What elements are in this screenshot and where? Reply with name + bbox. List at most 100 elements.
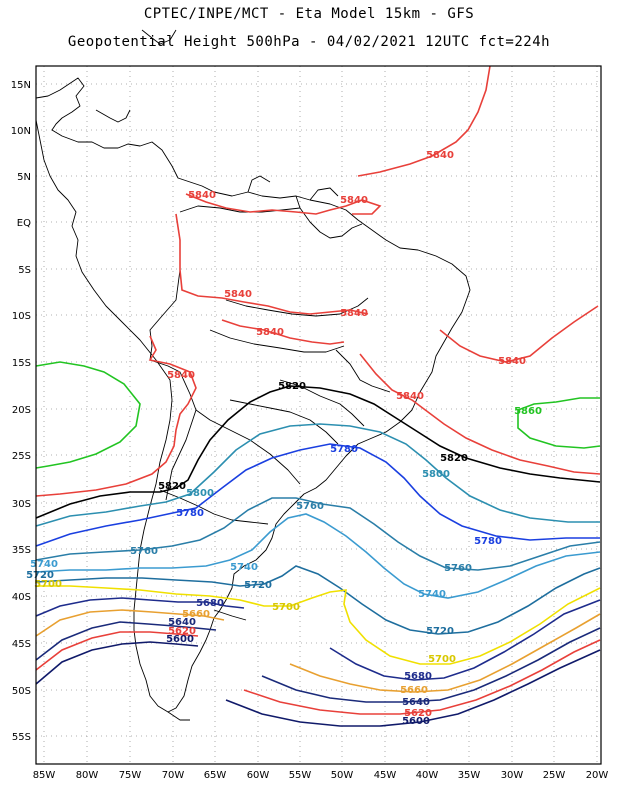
lon-label: 75W	[119, 770, 142, 781]
contour-label-5840: 5840	[498, 356, 526, 367]
contour-label-5840: 5840	[224, 289, 252, 300]
contour-5640	[35, 621, 217, 661]
contour-5800	[35, 423, 600, 527]
contour-label-5700: 5700	[34, 579, 62, 590]
contour-label-5700: 5700	[272, 602, 300, 613]
lon-label: 55W	[289, 770, 312, 781]
latitude-labels: 15N 10N 5N EQ 5S 10S 15S 20S 25S 30S 35S 40S 45S 50S 5…	[11, 80, 31, 743]
lat-label: 10S	[12, 311, 31, 322]
contour-5640-east	[261, 627, 601, 703]
contour-label-5820: 5820	[278, 381, 306, 392]
map-frame	[35, 65, 602, 765]
contour-label-5820: 5820	[158, 481, 186, 492]
contour-label-5860: 5860	[514, 406, 542, 417]
contour-label-5760: 5760	[444, 563, 472, 574]
lon-label: 25W	[543, 770, 566, 781]
contour-label-5840: 5840	[256, 327, 284, 338]
map-title-line-2: Geopotential Height 500hPa - 04/02/2021 …	[67, 34, 551, 50]
contour-label-5840: 5840	[167, 370, 195, 381]
contour-5660-east	[289, 613, 601, 693]
contour-label-5680: 5680	[196, 598, 224, 609]
lon-label: 35W	[458, 770, 481, 781]
contour-label-5840: 5840	[188, 190, 216, 201]
lat-label: 25S	[12, 451, 31, 462]
contour-5680	[35, 597, 245, 617]
contour-label-5740: 5740	[230, 562, 258, 573]
contour-5720	[35, 565, 601, 635]
lat-label: 30S	[12, 499, 31, 510]
lat-label: 15N	[11, 80, 31, 91]
lon-label: 50W	[331, 770, 354, 781]
contour-5840-bolivia	[35, 335, 197, 497]
lat-label: 45S	[12, 639, 31, 650]
contour-5840-atlantic	[439, 305, 599, 363]
contour-label-5620: 5620	[168, 626, 196, 637]
lat-label: 55S	[12, 732, 31, 743]
lon-label: 85W	[33, 770, 56, 781]
lon-label: 60W	[247, 770, 270, 781]
contour-5860-west	[35, 361, 141, 469]
contour-label-5700: 5700	[428, 654, 456, 665]
contour-label-5600: 5600	[402, 716, 430, 727]
longitude-labels: 85W 80W 75W 70W 65W 60W 55W 50W 45W 40W 35W 30W 25W 2…	[33, 770, 609, 781]
contour-label-5640: 5640	[402, 697, 430, 708]
contour-5840-equatorial	[185, 193, 382, 215]
contour-label-5780: 5780	[330, 444, 358, 455]
lon-label: 70W	[162, 770, 185, 781]
contour-label-5660: 5660	[182, 609, 210, 620]
contour-label-5840: 5840	[340, 308, 368, 319]
contour-5620-south	[35, 631, 199, 671]
contour-label-5720: 5720	[244, 580, 272, 591]
lat-label: 5S	[18, 265, 31, 276]
lat-label: 10N	[11, 126, 31, 137]
lat-label: 40S	[12, 592, 31, 603]
contour-label-5840: 5840	[340, 195, 368, 206]
contour-label-5600: 5600	[166, 634, 194, 645]
lon-label: 80W	[76, 770, 99, 781]
contour-label-5740: 5740	[418, 589, 446, 600]
contour-label-5620: 5620	[404, 708, 432, 719]
contour-label-5720: 5720	[426, 626, 454, 637]
lat-label: 50S	[12, 686, 31, 697]
contour-5740	[35, 513, 601, 599]
contour-label-5740: 5740	[30, 559, 58, 570]
contour-5760	[35, 497, 601, 571]
contour-label-5800: 5800	[422, 469, 450, 480]
lat-label: 20S	[12, 405, 31, 416]
contour-label-5720: 5720	[26, 570, 54, 581]
contour-5680-east	[329, 599, 601, 681]
lon-label: 20W	[586, 770, 609, 781]
contour-5840-central	[221, 319, 345, 345]
lat-label: EQ	[17, 218, 31, 229]
contour-label-5680: 5680	[404, 671, 432, 682]
contour-5840-north	[357, 65, 491, 177]
contour-label-5820: 5820	[440, 453, 468, 464]
lon-label: 30W	[501, 770, 524, 781]
contour-5840-amazon	[175, 213, 369, 315]
lat-label: 35S	[12, 545, 31, 556]
contour-5660	[35, 609, 225, 637]
map-title-line-1: CPTEC/INPE/MCT - Eta Model 15km - GFS	[143, 6, 475, 22]
contours	[35, 65, 601, 727]
contour-5620-south-east	[243, 639, 601, 715]
contour-label-5840: 5840	[396, 391, 424, 402]
lon-label: 65W	[204, 770, 227, 781]
contour-label-5840: 5840	[426, 150, 454, 161]
contour-label-5800: 5800	[186, 488, 214, 499]
lon-label: 40W	[416, 770, 439, 781]
contour-label-5780: 5780	[474, 536, 502, 547]
contour-5700	[36, 585, 601, 665]
contour-labels: 5840 5840 5840 5840 5840 5840 5840 5840 5840 5820…	[26, 150, 542, 727]
contour-label-5760: 5760	[130, 546, 158, 557]
contour-label-5640: 5640	[168, 617, 196, 628]
lat-label: 15S	[12, 358, 31, 369]
contour-5600	[35, 641, 199, 685]
lon-label: 45W	[374, 770, 397, 781]
contour-5840-east	[359, 353, 601, 475]
contour-label-5760: 5760	[296, 501, 324, 512]
coastline	[35, 29, 471, 721]
contour-label-5780: 5780	[176, 508, 204, 519]
lat-label: 5N	[17, 172, 31, 183]
contour-5860-east	[517, 397, 601, 449]
